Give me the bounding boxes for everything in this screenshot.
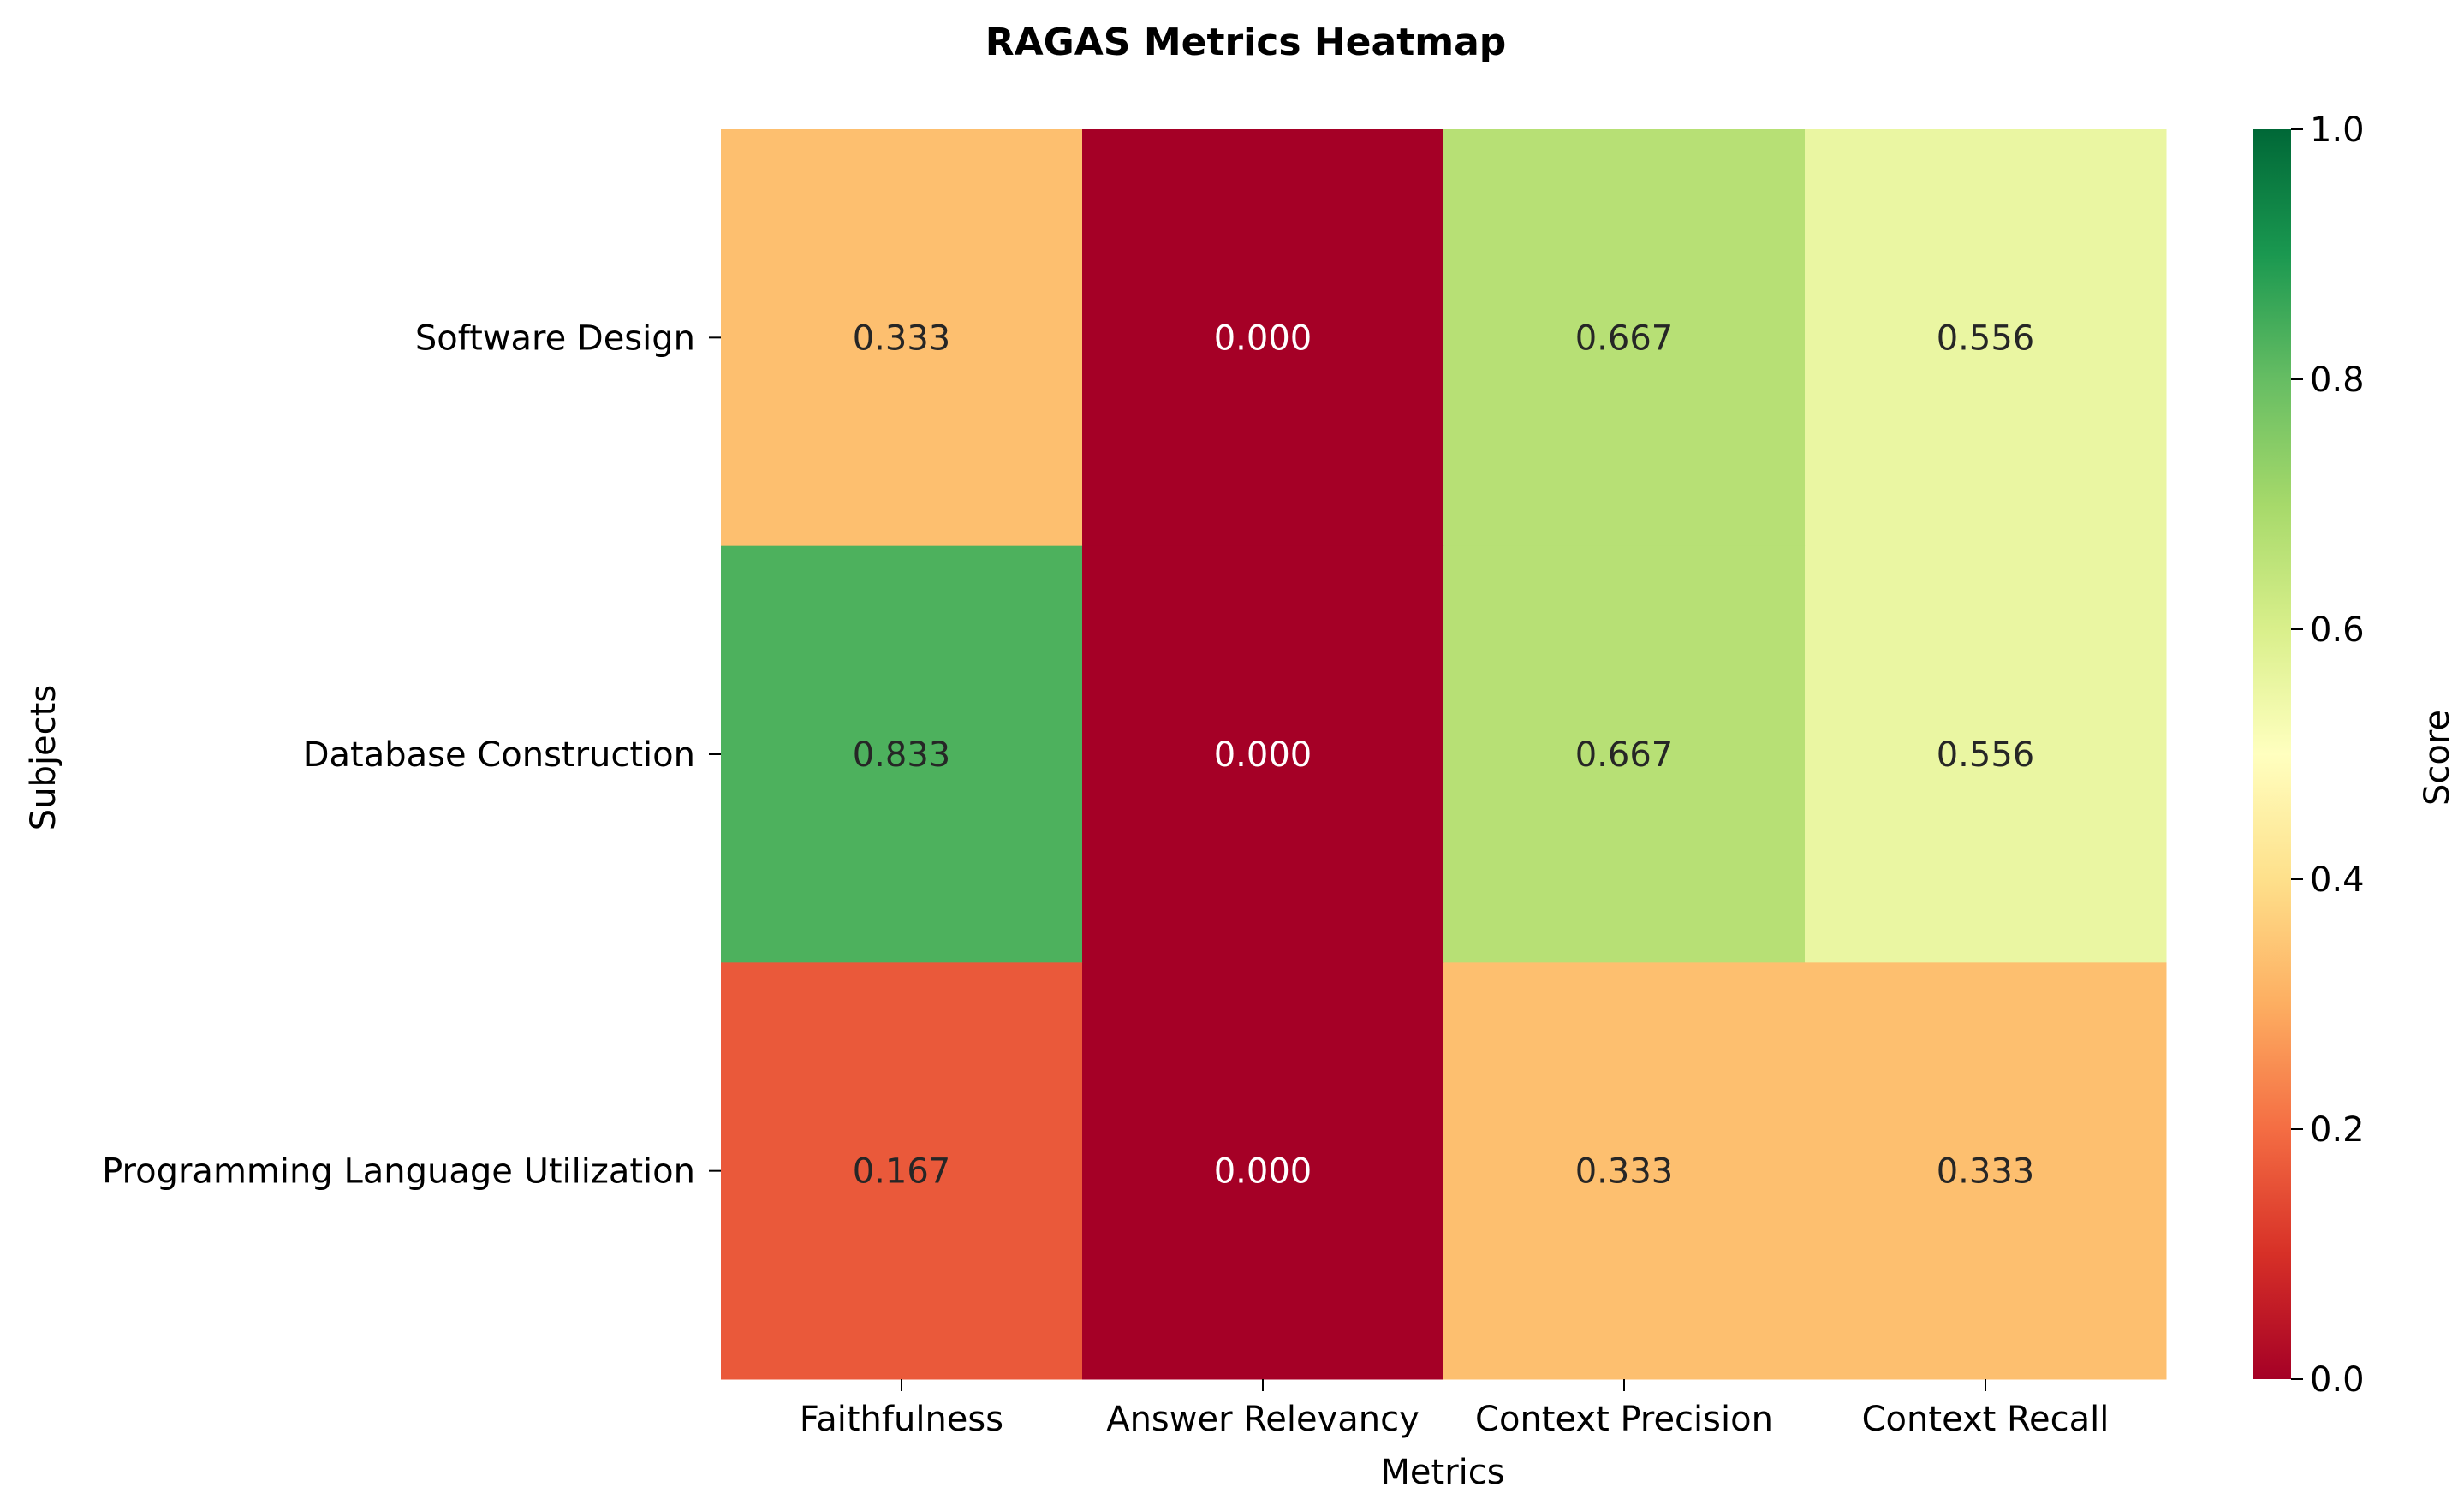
heatmap-cell — [1805, 129, 2167, 547]
heatmap-cell — [721, 545, 1083, 963]
cell-value-label: 0.167 — [853, 1152, 951, 1192]
x-axis-ticks: Faithfulness Answer Relevancy Context Prec… — [800, 1379, 2109, 1439]
x-tick-label: Context Precision — [1475, 1400, 1773, 1439]
heatmap-cell-labels: 0.333 0.000 0.667 0.556 0.833 0.000 0.667 0.556… — [853, 318, 2035, 1191]
cell-value-label: 0.000 — [1214, 318, 1312, 358]
colorbar-tick-label: 0.2 — [2310, 1110, 2365, 1150]
cell-value-label: 0.333 — [1575, 1152, 1674, 1192]
y-axis-ticks: Software Design Database Construction Prog… — [102, 318, 721, 1192]
heatmap-cell — [1443, 962, 1806, 1380]
heatmap-cell — [1805, 545, 2167, 963]
heatmap-cells — [721, 129, 2167, 1380]
colorbar-ticks: 0.0 0.2 0.4 0.6 0.8 1.0 — [2291, 110, 2365, 1400]
heatmap-cell — [1443, 545, 1806, 963]
cell-value-label: 0.333 — [853, 318, 951, 358]
x-axis-label: Metrics — [1380, 1453, 1504, 1492]
heatmap-cell — [1082, 962, 1444, 1380]
colorbar-tick-label: 0.6 — [2310, 610, 2365, 650]
heatmap-cell — [1082, 129, 1444, 547]
chart-title: RAGAS Metrics Heatmap — [985, 21, 1507, 64]
y-tick-label: Database Construction — [303, 735, 695, 775]
cell-value-label: 0.333 — [1937, 1152, 2035, 1192]
heatmap-cell — [721, 962, 1083, 1380]
y-axis-label: Subjects — [24, 685, 63, 830]
cell-value-label: 0.556 — [1937, 318, 2035, 358]
cell-value-label: 0.000 — [1214, 1152, 1312, 1192]
cell-value-label: 0.667 — [1575, 735, 1674, 775]
heatmap-cell — [1443, 129, 1806, 547]
colorbar-label: Score — [2418, 710, 2457, 806]
colorbar-tick-label: 0.8 — [2310, 360, 2365, 400]
y-tick-label: Software Design — [415, 318, 695, 358]
y-tick-label: Programming Language Utilization — [102, 1152, 695, 1192]
cell-value-label: 0.833 — [853, 735, 951, 775]
colorbar — [2253, 129, 2291, 1379]
cell-value-label: 0.667 — [1575, 318, 1674, 358]
heatmap-cell — [1082, 545, 1444, 963]
heatmap-cell — [1805, 962, 2167, 1380]
x-tick-label: Context Recall — [1862, 1400, 2110, 1439]
x-tick-label: Faithfulness — [800, 1400, 1003, 1439]
colorbar-tick-label: 1.0 — [2310, 110, 2365, 150]
x-tick-label: Answer Relevancy — [1106, 1400, 1419, 1439]
colorbar-tick-label: 0.4 — [2310, 860, 2365, 900]
cell-value-label: 0.556 — [1937, 735, 2035, 775]
heatmap-cell — [721, 129, 1083, 547]
cell-value-label: 0.000 — [1214, 735, 1312, 775]
colorbar-tick-label: 0.0 — [2310, 1360, 2365, 1400]
